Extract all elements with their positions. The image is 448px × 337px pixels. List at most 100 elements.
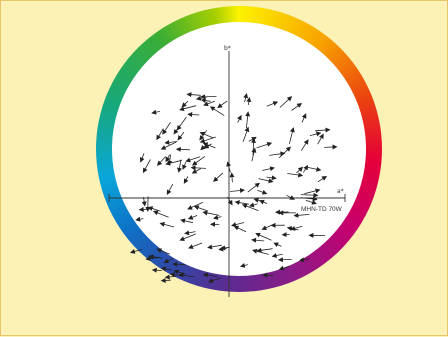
a-axis-label: a* <box>337 188 344 195</box>
shift-arrow <box>289 128 293 144</box>
shift-arrow <box>157 249 169 254</box>
shift-arrow <box>154 211 169 217</box>
shift-arrow <box>297 167 303 173</box>
shift-arrow <box>230 190 244 191</box>
shift-arrow <box>162 268 172 270</box>
shift-arrow <box>292 104 302 111</box>
shift-arrow <box>294 214 309 215</box>
shift-arrow <box>197 97 207 99</box>
shift-arrow <box>167 184 173 194</box>
shift-arrow <box>306 200 316 203</box>
shift-arrow <box>204 101 215 105</box>
shift-arrow <box>193 156 205 165</box>
shift-arrow <box>208 245 222 247</box>
shift-arrow <box>163 122 171 133</box>
shift-arrow <box>136 219 143 220</box>
shift-arrow <box>201 133 214 138</box>
shift-arrow <box>182 101 188 107</box>
shift-arrow <box>177 117 186 130</box>
shift-arrow <box>185 232 196 234</box>
shift-arrow <box>186 157 200 162</box>
shift-arrow <box>157 129 164 140</box>
shift-arrow <box>180 275 195 277</box>
shift-arrow <box>301 140 308 151</box>
shift-arrow <box>153 270 162 271</box>
shift-arrow <box>315 130 330 131</box>
shift-arrow <box>232 173 233 182</box>
shift-arrow <box>140 209 154 210</box>
shift-arrow <box>175 271 186 274</box>
shift-arrow <box>236 202 249 204</box>
shift-arrow <box>187 94 200 95</box>
shift-arrow <box>301 195 318 196</box>
shift-arrow <box>324 147 336 148</box>
shift-arrow <box>249 137 256 141</box>
shift-vector-field <box>131 94 337 282</box>
shift-arrow <box>164 259 173 263</box>
shift-arrow <box>279 147 290 158</box>
b-axis-label: b* <box>224 45 231 52</box>
shift-arrow <box>238 116 241 123</box>
shift-arrow <box>300 259 310 261</box>
lamp-label: MHN-TD 70W <box>301 206 343 213</box>
shift-arrow <box>179 160 181 172</box>
shift-arrow <box>259 179 273 182</box>
shift-arrow <box>178 132 184 140</box>
shift-arrow <box>273 254 283 256</box>
shift-arrow <box>203 212 219 215</box>
shift-arrow <box>241 265 248 267</box>
shift-arrow <box>243 128 248 142</box>
shift-arrow <box>308 167 321 170</box>
shift-arrow <box>291 226 302 229</box>
shift-arrow <box>204 275 217 277</box>
shift-arrow <box>246 112 248 128</box>
shift-arrow <box>211 107 225 116</box>
shift-arrow <box>188 202 203 209</box>
shift-arrow <box>166 155 170 162</box>
shift-arrow <box>143 160 150 173</box>
shift-arrow <box>267 102 277 106</box>
shift-arrow <box>214 173 223 181</box>
shift-arrow <box>267 177 276 178</box>
shift-arrow <box>161 223 175 227</box>
shift-arrow <box>152 111 160 113</box>
shift-arrow <box>141 153 144 161</box>
shift-arrow <box>219 249 227 250</box>
shift-arrow <box>258 249 273 251</box>
shift-arrow <box>218 101 227 108</box>
shift-arrow <box>235 226 247 231</box>
shift-arrow <box>166 276 176 277</box>
shift-arrow <box>173 264 185 265</box>
shift-arrow <box>146 257 159 259</box>
shift-arrow <box>250 204 257 206</box>
shift-arrow <box>262 224 275 230</box>
shift-arrow <box>252 240 264 241</box>
shift-arrow <box>256 234 271 241</box>
shift-arrow <box>192 168 206 169</box>
shift-arrow <box>279 259 292 260</box>
shift-arrow <box>310 133 321 136</box>
shift-arrow <box>280 266 290 269</box>
shift-arrow <box>162 280 171 281</box>
shift-arrow <box>184 177 188 184</box>
shift-arrow <box>180 234 196 240</box>
shift-arrow <box>214 217 222 219</box>
shift-arrow <box>181 220 193 223</box>
shift-arrow <box>260 201 267 204</box>
shift-arrow <box>318 177 326 182</box>
shift-arrow <box>304 190 319 194</box>
shift-arrow <box>131 250 142 253</box>
shift-arrow <box>303 166 307 173</box>
shift-arrow <box>302 114 306 122</box>
shift-arrow <box>195 206 208 211</box>
shift-arrow <box>209 278 221 282</box>
shift-arrow <box>193 169 201 173</box>
shift-arrow <box>253 250 269 254</box>
shift-arrow <box>245 94 247 102</box>
shift-arrow <box>221 247 230 248</box>
shift-arrow <box>189 216 197 219</box>
shift-arrow <box>188 114 199 115</box>
shift-arrow <box>166 160 182 164</box>
